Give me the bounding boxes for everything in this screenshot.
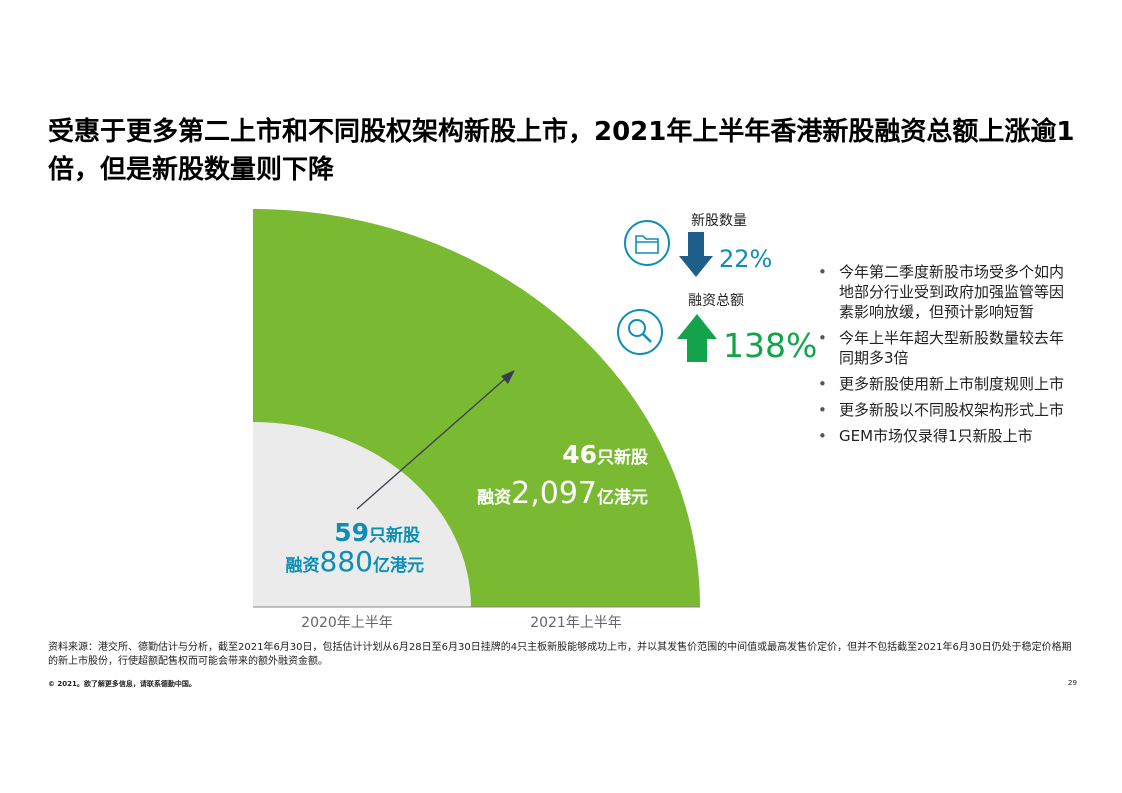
area-2020-h1 [253, 422, 471, 607]
funds-2020-label: 融资880亿港元 [286, 545, 424, 578]
count-2020-label: 59只新股 [334, 518, 420, 547]
category-label-2021: 2021年上半年 [530, 615, 622, 631]
bullet-item: 更多新股使用新上市制度规则上市 [818, 374, 1073, 394]
count-2021-label: 46只新股 [562, 440, 648, 469]
metric-funds-raised: 融资总额 138% [617, 293, 817, 365]
bullet-item: 更多新股以不同股权架构形式上市 [818, 400, 1073, 420]
metric-ipo-count: 新股数量 22% [624, 213, 772, 277]
ipo-quarter-circle-chart: 2020年上半年 2021年上半年 46只新股 融资2,097亿港元 59只新股… [253, 209, 817, 631]
magnifier-icon [617, 309, 663, 355]
copyright: © 2021。欲了解更多信息，请联系德勤中国。 [48, 680, 196, 688]
bullet-item: 今年上半年超大型新股数量较去年同期多3倍 [818, 328, 1073, 368]
down-arrow-icon [679, 232, 713, 277]
growth-arrow [356, 377, 507, 510]
metric-funds-raised-label: 融资总额 [688, 293, 744, 309]
category-label-2020: 2020年上半年 [301, 615, 393, 631]
metric-ipo-count-label: 新股数量 [691, 213, 747, 229]
bullet-item: 今年第二季度新股市场受多个如内地部分行业受到政府加强监管等因素影响放缓，但预计影… [818, 262, 1073, 322]
source-footnote: 资料来源：港交所、德勤估计与分析，截至2021年6月30日，包括估计计划从6月2… [48, 642, 1072, 667]
folder-icon [624, 220, 670, 266]
metric-ipo-count-value: 22% [719, 245, 772, 273]
funds-2021-label: 融资2,097亿港元 [477, 476, 648, 511]
growth-arrow-head [501, 370, 515, 384]
metric-funds-raised-value: 138% [723, 326, 817, 365]
page-title: 受惠于更多第二上市和不同股权架构新股上市，2021年上半年香港新股融资总额上涨逾… [48, 117, 1075, 185]
key-points-list: 今年第二季度新股市场受多个如内地部分行业受到政府加强监管等因素影响放缓，但预计影… [818, 262, 1073, 452]
up-arrow-icon [677, 314, 717, 362]
page-number: 29 [1068, 679, 1077, 687]
bullet-item: GEM市场仅录得1只新股上市 [818, 426, 1073, 446]
